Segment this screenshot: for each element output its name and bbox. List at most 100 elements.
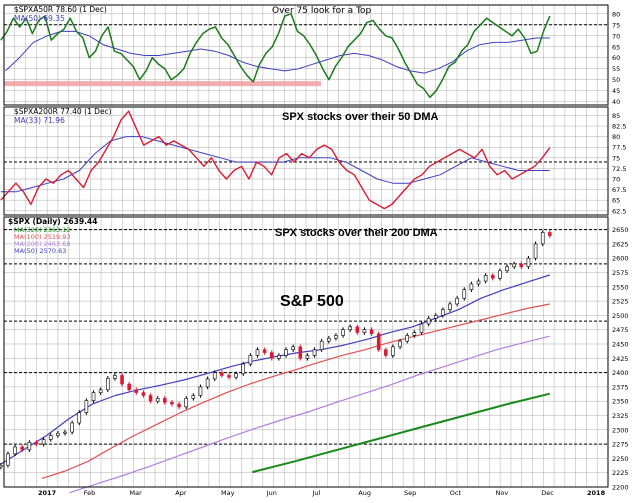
panel-top-legend-1: $SPXA50R 78.60 (1 Dec) bbox=[14, 5, 107, 14]
panel-bottom-tick-label: 2550 bbox=[612, 283, 629, 291]
x-tick-label: Mar bbox=[130, 489, 143, 497]
spx-price-bar-body bbox=[155, 398, 160, 402]
panel-bottom-tick-label: 2350 bbox=[612, 398, 629, 406]
spx-price-bar-body bbox=[462, 289, 467, 299]
spx-price-bar-body bbox=[120, 375, 124, 385]
panel-top: 80 75 70 65 60 55 50 45 40 $SPXA50R 78.60 (1 Dec… bbox=[0, 4, 620, 106]
spx-price-bar-body bbox=[227, 375, 231, 378]
panel-bottom-y-axis: 2650 2625 2600 2575 2550 2525 2500 2475 2450 2425… bbox=[612, 226, 629, 491]
panel-bottom-tick-label: 2250 bbox=[612, 455, 629, 463]
spx-ma50-line bbox=[0, 274, 550, 465]
spx-price-bar-body bbox=[483, 275, 488, 282]
panel-bottom-tick-label: 2225 bbox=[612, 469, 629, 477]
spx-price-bar-body bbox=[241, 363, 246, 375]
panel-bottom-legend-2: MA(320) 2363.12 bbox=[14, 226, 70, 234]
spx-price-bar-body bbox=[341, 329, 345, 336]
spx-price-bar-body bbox=[41, 439, 46, 445]
panel-top-annotation: Over 75 look for a Top bbox=[272, 6, 371, 16]
spx-price-bar-body bbox=[405, 335, 410, 342]
spx-price-bar-body bbox=[13, 446, 17, 455]
panel-bottom-series bbox=[0, 230, 552, 494]
panel-bottom-tick-label: 2525 bbox=[612, 298, 629, 306]
spx-price-bar-body bbox=[305, 355, 310, 359]
spx-price-bar-body bbox=[526, 257, 531, 268]
spx-price-bar-body bbox=[262, 349, 267, 353]
panel-bottom-tick-label: 2475 bbox=[612, 326, 629, 334]
spx-price-bar-body bbox=[255, 349, 260, 356]
spx-price-bar-body bbox=[498, 270, 502, 279]
spx-price-bar-body bbox=[177, 403, 181, 408]
x-tick-label: May bbox=[221, 489, 235, 497]
panel-middle-tick-label: 85 bbox=[612, 112, 620, 120]
panel-top-tick-label: 60 bbox=[612, 54, 620, 62]
panel-bottom-tick-label: 2400 bbox=[612, 369, 629, 377]
panel-bottom-tick-label: 2275 bbox=[612, 441, 629, 449]
x-axis: 2017 Feb Mar Apr May Jun Jul Aug Sep Oct Nov Dec 201… bbox=[38, 489, 606, 497]
panel-bottom-legend-4: MA(200) 2463.68 bbox=[14, 240, 70, 248]
spx-price-bar-body bbox=[163, 398, 167, 403]
pink-shaded-band bbox=[4, 81, 322, 87]
panel-middle-annotation: SPX stocks over their 50 DMA bbox=[282, 111, 439, 123]
spx-price-bar-body bbox=[433, 315, 438, 319]
spx-price-bar-body bbox=[277, 355, 281, 359]
panel-middle-tick-label: 82.5 bbox=[612, 123, 626, 131]
panel-top-tick-label: 65 bbox=[612, 43, 620, 51]
spx-price-bar-body bbox=[291, 346, 295, 351]
panel-bottom-tick-label: 2375 bbox=[612, 383, 629, 391]
x-tick-label: Oct bbox=[450, 489, 462, 497]
panel-top-tick-label: 80 bbox=[612, 10, 620, 18]
spx-price-bar-body bbox=[412, 332, 417, 336]
spx-price-bar-body bbox=[319, 340, 324, 351]
spx-price-bar-body bbox=[505, 266, 509, 272]
x-tick-label: Apr bbox=[175, 489, 187, 497]
spx-ma320-line bbox=[252, 392, 551, 474]
spx-price-bar-body bbox=[91, 392, 96, 401]
panel-top-series bbox=[0, 13, 551, 99]
panel-middle-tick-label: 80 bbox=[612, 133, 620, 141]
panel-bottom-annotation-1: SPX stocks over their 200 DMA bbox=[275, 227, 438, 239]
x-tick-label: Nov bbox=[496, 489, 509, 497]
spx-price-bar-body bbox=[77, 412, 82, 424]
spx-price-bar-body bbox=[441, 309, 445, 316]
panel-bottom-tick-label: 2625 bbox=[612, 240, 629, 248]
spxa200r-ma33-line bbox=[0, 136, 550, 193]
spx-price-bar-body bbox=[248, 355, 253, 365]
spx-price-bar-body bbox=[284, 349, 288, 356]
spx-price-bar-body bbox=[355, 326, 360, 333]
panel-bottom-tick-label: 2325 bbox=[612, 412, 629, 420]
panel-top-frame bbox=[3, 4, 609, 106]
panel-top-tick-label: 55 bbox=[612, 65, 620, 73]
panel-bottom: 2650 2625 2600 2575 2550 2525 2500 2475 2450 2425… bbox=[0, 216, 629, 497]
panel-top-shaded-band bbox=[4, 81, 322, 87]
spx-price-bar-body bbox=[134, 389, 139, 393]
spx-price-bar-body bbox=[540, 232, 545, 245]
panel-top-y-axis: 80 75 70 65 60 55 50 45 40 bbox=[612, 10, 620, 106]
panel-middle-legend-1: $SPXA200R 77.40 (1 Dec) bbox=[14, 107, 112, 116]
spx-price-bar-body bbox=[512, 263, 516, 268]
panel-middle-tick-label: 72.5 bbox=[612, 165, 626, 173]
spx-price-bar-body bbox=[469, 283, 474, 290]
spx-price-bar-body bbox=[334, 335, 338, 339]
panel-middle-y-axis: 85 82.5 80 77.5 75 72.5 70 67.5 65 62.5 bbox=[612, 112, 626, 215]
panel-middle-tick-label: 70 bbox=[612, 176, 620, 184]
spx-price-bar-body bbox=[70, 422, 74, 433]
spx-price-bar-body bbox=[63, 431, 67, 434]
x-tick-label: Aug bbox=[358, 489, 371, 497]
spx-price-bar-body bbox=[391, 346, 395, 356]
x-tick-label: Jun bbox=[266, 489, 277, 497]
spx-price-bar-body bbox=[48, 435, 53, 440]
spx-price-bar-body bbox=[519, 263, 524, 268]
panel-top-tick-label: 40 bbox=[612, 98, 620, 106]
spx-price-bar-body bbox=[426, 317, 431, 325]
panel-top-tick-label: 75 bbox=[612, 21, 620, 29]
panel-middle-legend-2: MA(33) 71.96 bbox=[14, 116, 65, 125]
spx-price-bar-body bbox=[348, 326, 352, 330]
panel-bottom-tick-label: 2650 bbox=[612, 226, 629, 234]
panel-bottom-tick-label: 2450 bbox=[612, 340, 629, 348]
spx-price-bar-body bbox=[198, 386, 203, 396]
panel-bottom-legend-3: MA(100) 2519.93 bbox=[14, 233, 70, 241]
spx-price-bar-body bbox=[212, 372, 217, 380]
spx-price-bar-body bbox=[127, 383, 131, 391]
